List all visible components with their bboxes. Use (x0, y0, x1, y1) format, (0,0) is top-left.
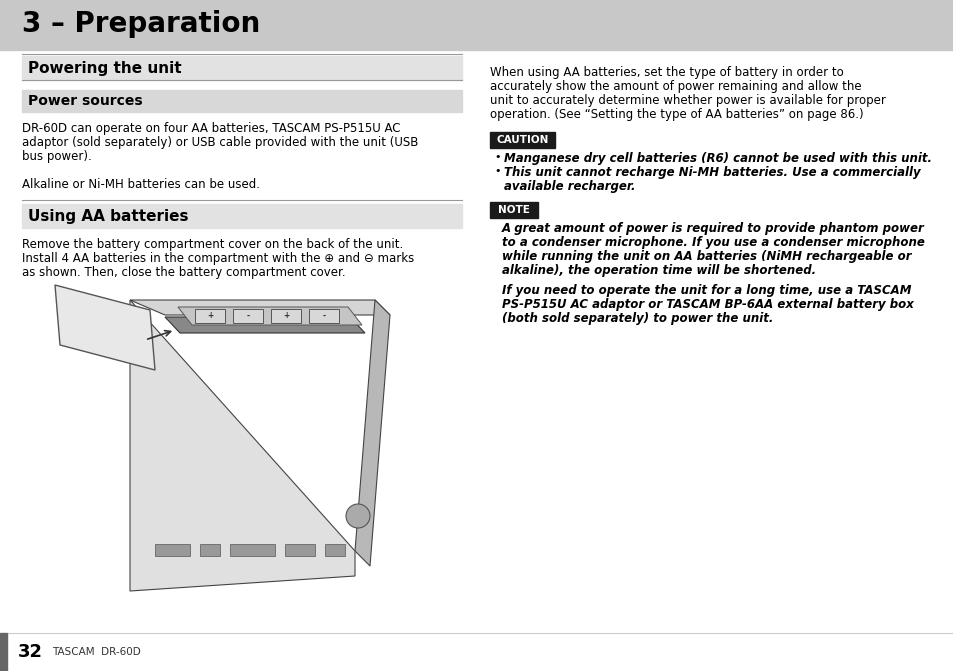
Bar (22, 90, 461, 112)
Text: Powering the unit: Powering the unit (28, 60, 181, 76)
Bar (0, 0, 953, 50)
Bar (325, 544, 345, 556)
Polygon shape (130, 300, 355, 591)
Text: •: • (494, 152, 500, 162)
Text: NOTE: NOTE (497, 205, 529, 215)
Text: alkaline), the operation time will be shortened.: alkaline), the operation time will be sh… (501, 264, 815, 277)
Text: +: + (207, 311, 213, 321)
Polygon shape (165, 317, 365, 333)
Text: accurately show the amount of power remaining and allow the: accurately show the amount of power rema… (490, 80, 861, 93)
Bar (22, 204, 461, 228)
Text: Power sources: Power sources (28, 94, 143, 108)
Bar (285, 544, 314, 556)
Bar (0, 633, 7, 671)
Bar (154, 544, 190, 556)
Text: PS-P515U AC adaptor or TASCAM BP-6AA external battery box: PS-P515U AC adaptor or TASCAM BP-6AA ext… (501, 298, 913, 311)
Text: Using AA batteries: Using AA batteries (28, 209, 189, 223)
Text: -: - (322, 311, 325, 321)
Text: CAUTION: CAUTION (496, 135, 548, 145)
Bar (194, 309, 225, 323)
Text: unit to accurately determine whether power is available for proper: unit to accurately determine whether pow… (490, 94, 885, 107)
Circle shape (346, 504, 370, 528)
Bar (22, 56, 461, 80)
Polygon shape (178, 307, 361, 325)
Text: Manganese dry cell batteries (R6) cannot be used with this unit.: Manganese dry cell batteries (R6) cannot… (503, 152, 931, 165)
Polygon shape (355, 300, 390, 566)
Text: If you need to operate the unit for a long time, use a TASCAM: If you need to operate the unit for a lo… (501, 284, 910, 297)
Text: A great amount of power is required to provide phantom power: A great amount of power is required to p… (501, 222, 923, 235)
Text: bus power).: bus power). (22, 150, 91, 163)
Text: -: - (246, 311, 250, 321)
Polygon shape (130, 300, 390, 315)
Text: Install 4 AA batteries in the compartment with the ⊕ and ⊖ marks: Install 4 AA batteries in the compartmen… (22, 252, 414, 265)
Text: When using AA batteries, set the type of battery in order to: When using AA batteries, set the type of… (490, 66, 842, 79)
Text: as shown. Then, close the battery compartment cover.: as shown. Then, close the battery compar… (22, 266, 345, 279)
Bar (230, 544, 274, 556)
Text: (both sold separately) to power the unit.: (both sold separately) to power the unit… (501, 312, 773, 325)
Bar (271, 309, 301, 323)
Bar (490, 132, 555, 148)
Bar (490, 202, 537, 218)
Text: TASCAM  DR-60D: TASCAM DR-60D (52, 647, 141, 657)
Bar (233, 309, 263, 323)
Text: •: • (494, 166, 500, 176)
Text: 3 – Preparation: 3 – Preparation (22, 10, 260, 38)
Bar (200, 544, 220, 556)
Text: to a condenser microphone. If you use a condenser microphone: to a condenser microphone. If you use a … (501, 236, 923, 249)
Text: +: + (283, 311, 289, 321)
Text: available recharger.: available recharger. (503, 180, 635, 193)
Text: 32: 32 (18, 643, 43, 661)
Text: operation. (See “Setting the type of AA batteries” on page 86.): operation. (See “Setting the type of AA … (490, 108, 862, 121)
Text: while running the unit on AA batteries (NiMH rechargeable or: while running the unit on AA batteries (… (501, 250, 910, 263)
Text: This unit cannot recharge Ni-MH batteries. Use a commercially: This unit cannot recharge Ni-MH batterie… (503, 166, 920, 179)
Polygon shape (55, 285, 154, 370)
Bar (309, 309, 338, 323)
Text: Remove the battery compartment cover on the back of the unit.: Remove the battery compartment cover on … (22, 238, 403, 251)
Text: adaptor (sold separately) or USB cable provided with the unit (USB: adaptor (sold separately) or USB cable p… (22, 136, 418, 149)
Text: Alkaline or Ni-MH batteries can be used.: Alkaline or Ni-MH batteries can be used. (22, 178, 260, 191)
Text: DR-60D can operate on four AA batteries, TASCAM PS-P515U AC: DR-60D can operate on four AA batteries,… (22, 122, 400, 135)
